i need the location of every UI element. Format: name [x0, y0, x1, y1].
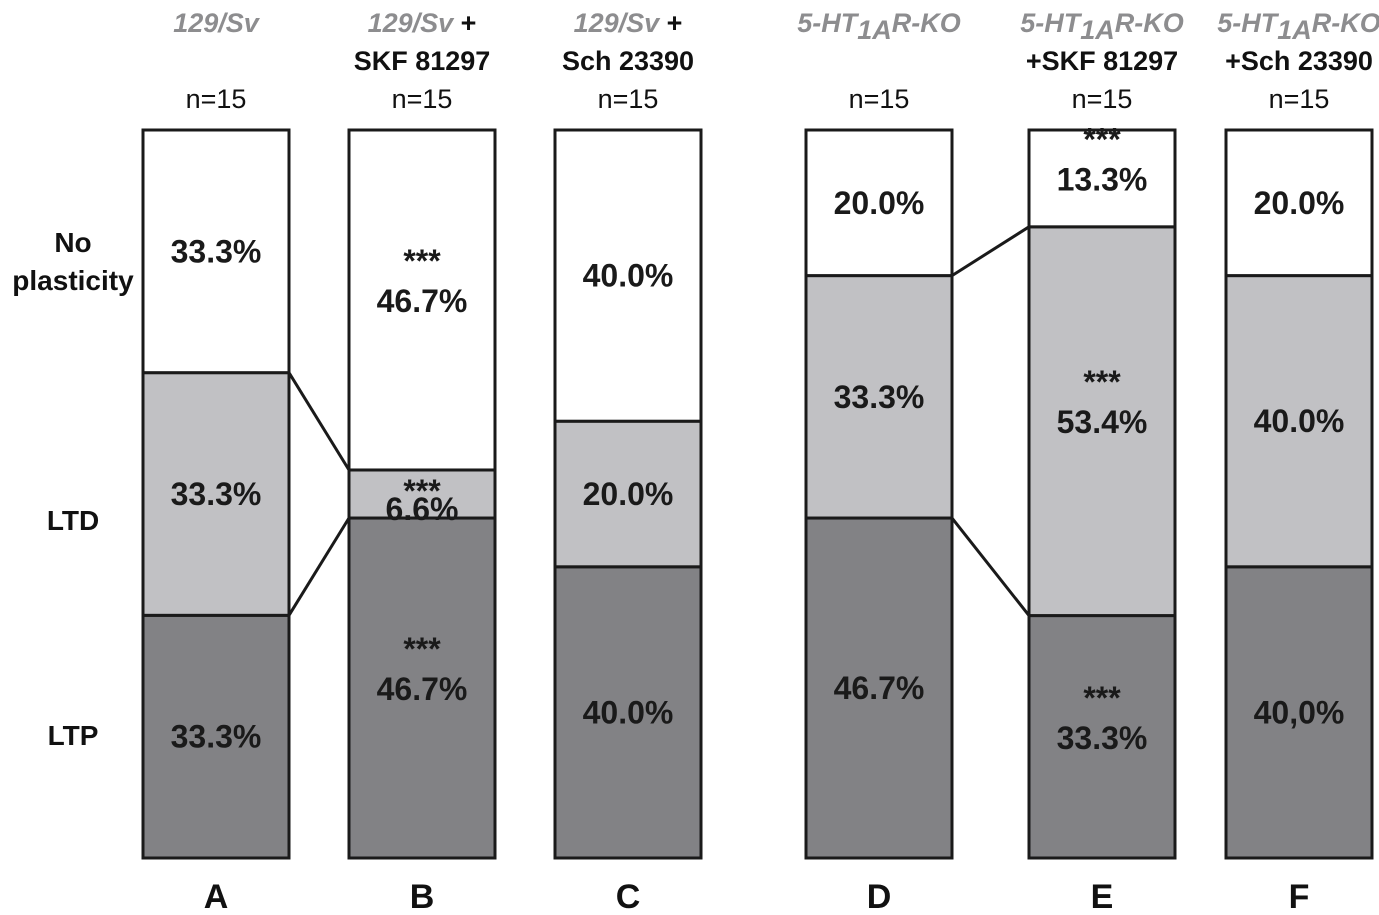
data-label-d-none: 20.0%	[834, 185, 925, 221]
bar-segment-f-none	[1224, 128, 1374, 278]
group-treatment-e: +SKF 81297	[1026, 46, 1178, 76]
group-treatment-f: +Sch 23390	[1225, 46, 1373, 76]
group-letter-e: E	[1091, 878, 1114, 915]
data-label-a-ltd: 33.3%	[171, 476, 262, 512]
data-label-d-ltp: 46.7%	[834, 670, 925, 706]
row-label-ltp: LTP	[48, 720, 99, 751]
data-label-e-ltp: 33.3%	[1057, 720, 1148, 756]
connector-line-bottom-0	[287, 517, 351, 617]
group-letter-c: C	[616, 878, 641, 915]
bar-segment-f-ltp	[1224, 565, 1374, 860]
data-label-e-ltd: 53.4%	[1057, 404, 1148, 440]
sample-size-d: n=15	[849, 84, 910, 114]
sample-size-c: n=15	[598, 84, 659, 114]
connector-line-bottom-1	[950, 517, 1031, 617]
bar-segment-e-none	[1027, 128, 1177, 229]
bar-segment-d-ltd	[804, 274, 954, 520]
group-title-subscript: 1A	[1080, 15, 1115, 45]
sample-size-b: n=15	[392, 84, 453, 114]
group-title-strain: 5-HT	[1217, 8, 1280, 38]
bar-segment-a-none	[141, 128, 291, 375]
data-label-b-ltp: 46.7%	[377, 671, 468, 707]
group-title-strain: 5-HT	[797, 8, 860, 38]
data-label-d-ltd: 33.3%	[834, 379, 925, 415]
row-label-line: No	[54, 227, 91, 258]
bar-segment-e-ltp	[1027, 614, 1177, 860]
significance-stars-b-ltp: ***	[403, 631, 441, 667]
bar-segment-c-ltp	[553, 565, 703, 860]
row-labels: No plasticity LTD LTP	[12, 227, 134, 751]
group-title-strain-suffix: R-KO	[1312, 8, 1379, 38]
bar-segment-a-ltp	[141, 613, 291, 860]
sample-size-a: n=15	[186, 84, 247, 114]
data-label-c-none: 40.0%	[583, 258, 674, 294]
row-label-line: LTP	[48, 720, 99, 751]
sample-size-e: n=15	[1072, 84, 1133, 114]
data-label-f-none: 20.0%	[1254, 185, 1345, 221]
bar-segment-b-ltp	[347, 516, 497, 860]
significance-stars-e-ltp: ***	[1083, 680, 1121, 716]
row-label-ltd: LTD	[47, 505, 99, 536]
row-label-line: plasticity	[12, 265, 134, 296]
bar-segment-d-none	[804, 128, 954, 278]
data-label-a-none: 33.3%	[171, 233, 262, 269]
data-label-a-ltp: 33.3%	[171, 719, 262, 755]
group-treatment-b: SKF 81297	[354, 46, 491, 76]
bar-segment-f-ltd	[1224, 274, 1374, 569]
group-treatment-c: Sch 23390	[562, 46, 694, 76]
group-title-plus: +	[659, 8, 682, 38]
connector-lines	[287, 225, 1031, 617]
group-title-strain-suffix: R-KO	[892, 8, 961, 38]
bar-segment-c-ltd	[553, 419, 703, 569]
group-title-c: 129/Sv +	[574, 8, 683, 38]
bars	[141, 128, 1374, 860]
group-title-d: 5-HT1AR-KO	[797, 8, 961, 45]
data-label-b-none: 46.7%	[377, 283, 468, 319]
significance-stars-b-ltd: ***	[403, 473, 441, 509]
data-label-c-ltp: 40.0%	[583, 694, 674, 730]
group-title-subscript: 1A	[857, 15, 892, 45]
group-title-plus: +	[453, 8, 476, 38]
data-label-c-ltd: 20.0%	[583, 476, 674, 512]
group-title-strain: 129/Sv	[173, 8, 261, 38]
group-title-subscript: 1A	[1277, 15, 1312, 45]
bar-texts: 33.3%33.3%33.3%***46.7%***6.6%***46.7%40…	[171, 121, 1345, 755]
group-title-b: 129/Sv +	[368, 8, 477, 38]
group-letters: A B C D E F	[204, 878, 1310, 915]
data-label-f-ltd: 40.0%	[1254, 403, 1345, 439]
group-title-f: 5-HT1AR-KO	[1217, 8, 1379, 45]
bar-segment-b-ltd	[347, 468, 497, 520]
row-label-none: No plasticity	[12, 227, 134, 296]
group-letter-f: F	[1289, 878, 1310, 915]
group-title-a: 129/Sv	[173, 8, 261, 38]
significance-stars-b-none: ***	[403, 243, 441, 279]
significance-stars-e-none: ***	[1083, 121, 1121, 157]
sample-size-f: n=15	[1269, 84, 1330, 114]
connector-line-top-0	[287, 371, 351, 471]
group-letter-a: A	[204, 878, 229, 915]
connector-line-top-1	[951, 225, 1030, 277]
significance-stars-e-ltd: ***	[1083, 364, 1121, 400]
row-label-line: LTD	[47, 505, 99, 536]
group-title-strain: 129/Sv	[574, 8, 662, 38]
group-title-strain: 5-HT	[1020, 8, 1083, 38]
data-label-b-ltd: 6.6%	[386, 491, 459, 527]
group-letter-d: D	[867, 878, 892, 915]
bar-segment-b-none	[347, 128, 497, 472]
group-letter-b: B	[410, 878, 435, 915]
bar-segment-a-ltd	[141, 371, 291, 617]
group-title-strain: 129/Sv	[368, 8, 456, 38]
group-title-e: 5-HT1AR-KO	[1020, 8, 1184, 45]
data-label-e-none: 13.3%	[1057, 161, 1148, 197]
group-title-strain-suffix: R-KO	[1115, 8, 1184, 38]
data-label-f-ltp: 40,0%	[1254, 694, 1345, 730]
bar-segment-c-none	[553, 128, 703, 423]
